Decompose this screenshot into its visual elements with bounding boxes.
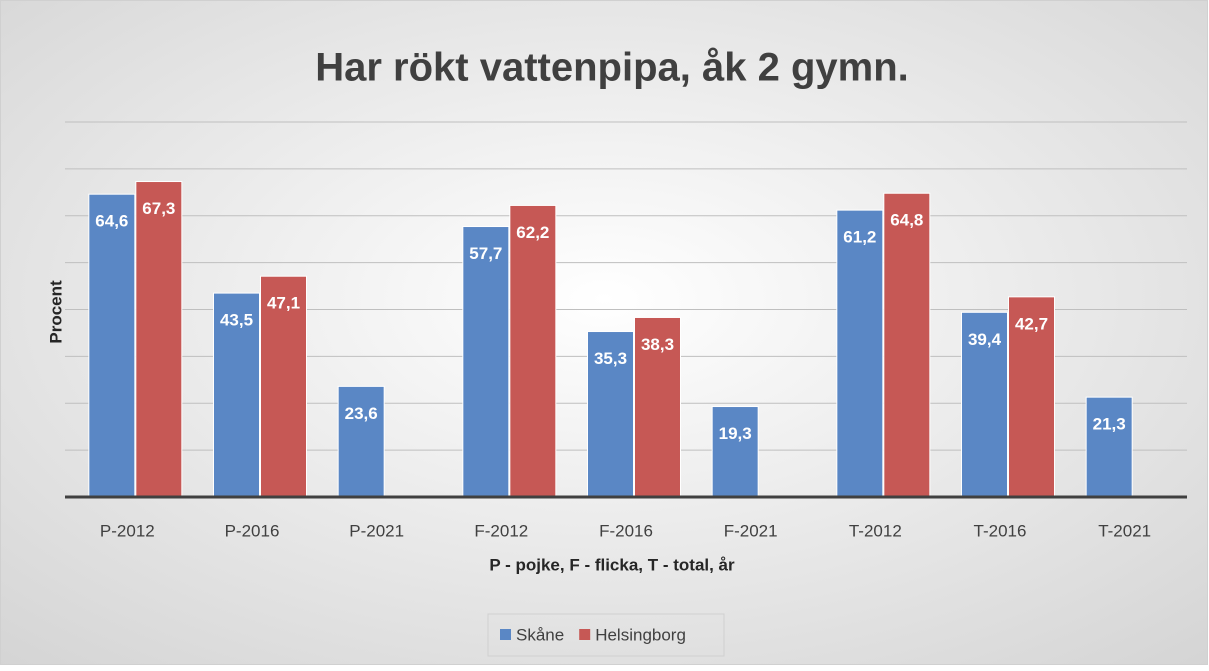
data-label: 61,2 xyxy=(843,228,876,247)
legend-label: Helsingborg xyxy=(595,625,686,644)
data-label: 57,7 xyxy=(469,244,502,263)
data-label: 67,3 xyxy=(142,199,175,218)
bar xyxy=(883,192,931,498)
legend-box xyxy=(487,613,725,657)
data-label: 62,2 xyxy=(516,223,549,242)
data-label: 42,7 xyxy=(1015,314,1048,333)
bar xyxy=(961,311,1008,498)
data-label: 38,3 xyxy=(641,335,674,354)
bar xyxy=(1008,296,1055,498)
x-tick-label: P-2021 xyxy=(349,521,404,540)
y-axis-title: Procent xyxy=(46,280,65,344)
data-label: 35,3 xyxy=(594,349,627,368)
bar xyxy=(135,181,183,498)
bar xyxy=(509,204,557,498)
data-label: 64,6 xyxy=(95,212,128,231)
data-label: 64,8 xyxy=(890,211,923,230)
bar xyxy=(634,316,681,498)
x-axis-title: P - pojke, F - flicka, T - total, år xyxy=(489,555,735,574)
chart-title: Har rökt vattenpipa, åk 2 gymn. xyxy=(315,46,909,90)
bar xyxy=(1085,396,1133,498)
x-tick-label: F-2021 xyxy=(724,521,778,540)
data-label: 43,5 xyxy=(220,311,253,330)
x-tick-label: T-2016 xyxy=(974,521,1027,540)
bar xyxy=(711,406,759,498)
legend-swatch xyxy=(500,629,511,640)
x-tick-label: F-2012 xyxy=(474,521,528,540)
data-label: 21,3 xyxy=(1093,415,1126,434)
legend-label: Skåne xyxy=(516,625,564,644)
x-tick-label: F-2016 xyxy=(599,521,653,540)
x-tick-label: T-2012 xyxy=(849,521,902,540)
bar xyxy=(462,226,510,498)
bar xyxy=(836,209,884,498)
data-label: 19,3 xyxy=(719,424,752,443)
legend-swatch xyxy=(579,629,591,640)
data-label: 39,4 xyxy=(968,330,1002,349)
bar xyxy=(88,193,136,498)
x-tick-label: T-2021 xyxy=(1098,521,1151,540)
data-label: 47,1 xyxy=(267,294,300,313)
x-tick-label: P-2012 xyxy=(100,521,155,540)
data-label: 23,6 xyxy=(345,404,378,423)
x-tick-label: P-2016 xyxy=(225,521,280,540)
